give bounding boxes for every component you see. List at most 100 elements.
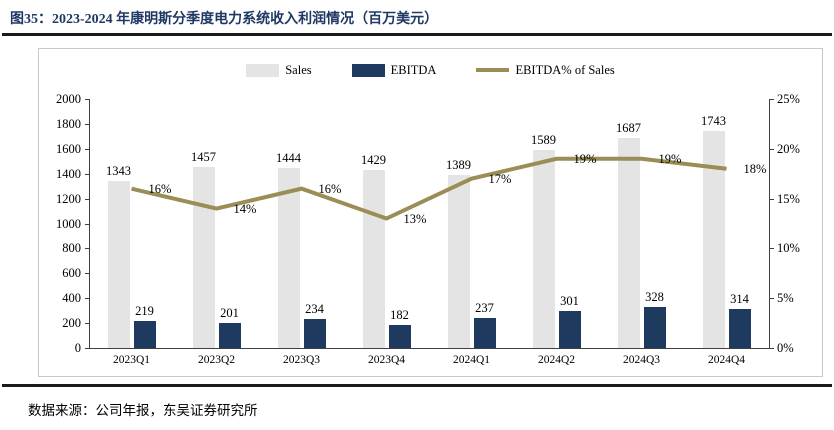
right-axis-tick <box>770 99 774 100</box>
left-axis-tick-label: 0 <box>74 341 81 355</box>
ebitda-pct-point-label: 16% <box>148 181 172 196</box>
left-axis-tick-label: 2000 <box>56 92 81 106</box>
right-axis-tick-label: 0% <box>777 341 794 355</box>
right-axis-tick <box>770 198 774 200</box>
ebitda-pct-point-label: 16% <box>318 181 342 196</box>
sales-bar <box>277 168 300 348</box>
category-label: 2023Q4 <box>367 354 406 366</box>
ebitda-pct-legend-swatch <box>476 68 510 72</box>
ebitda-value-label: 314 <box>730 291 749 306</box>
left-axis-tick-label: 1800 <box>56 116 81 131</box>
sales-bar <box>702 130 725 348</box>
ebitda-pct-point-label: 14% <box>233 201 257 216</box>
figure-bottom-rule <box>2 384 832 387</box>
right-axis-tick <box>770 248 774 250</box>
left-axis-tick-label: 400 <box>62 291 81 306</box>
ebitda-pct-point-label: 19% <box>658 151 682 166</box>
ebitda-value-label: 234 <box>305 301 324 316</box>
ebitda-value-label: 219 <box>135 303 154 318</box>
left-axis-tick <box>85 248 89 250</box>
figure-title: 图35：2023-2024 年康明斯分季度电力系统收入利润情况（百万美元） <box>10 12 439 27</box>
legend-item-ebitda-pct: EBITDA% of Sales <box>476 62 615 78</box>
right-axis-tick <box>770 298 774 300</box>
right-axis-tick-label: 20% <box>777 141 800 156</box>
ebitda-legend-swatch <box>351 63 385 77</box>
left-axis-tick <box>85 273 89 275</box>
sales-value-label: 1589 <box>531 133 556 148</box>
ebitda-bar <box>218 322 241 348</box>
category-label: 2023Q1 <box>112 354 151 366</box>
legend-item-ebitda: EBITDA <box>351 62 437 78</box>
ebitda-bar <box>643 307 666 348</box>
x-axis-line <box>89 348 770 349</box>
chart-legend: Sales EBITDA EBITDA% of Sales <box>39 61 822 79</box>
sales-bar <box>532 150 555 348</box>
left-axis-tick <box>85 223 89 225</box>
left-axis-tick-label: 1200 <box>56 191 81 206</box>
source-note: 数据来源：公司年报，东吴证券研究所 <box>28 403 258 418</box>
legend-item-sales: Sales <box>246 62 312 78</box>
sales-value-label: 1457 <box>191 149 216 164</box>
sales-bar <box>192 166 215 348</box>
left-axis-tick <box>85 123 89 125</box>
ebitda-bar <box>388 325 411 348</box>
chart-container: Sales EBITDA EBITDA% of Sales 0 200 400 600… <box>38 48 823 377</box>
right-axis-tick-label: 25% <box>777 92 800 106</box>
ebitda-pct-point-label: 17% <box>488 171 512 186</box>
right-axis-tick-label: 5% <box>777 291 794 306</box>
sales-value-label: 1389 <box>446 158 471 173</box>
category-label: 2023Q3 <box>282 354 321 366</box>
sales-bar <box>617 137 640 348</box>
ebitda-value-label: 201 <box>220 305 239 320</box>
left-axis-tick <box>85 99 89 100</box>
sales-bar <box>107 180 130 348</box>
left-axis-tick <box>85 348 89 349</box>
right-axis-line <box>769 99 770 348</box>
ebitda-bar <box>303 318 326 348</box>
left-axis-tick-label: 800 <box>62 241 81 256</box>
sales-legend-swatch <box>246 63 280 77</box>
ebitda-value-label: 182 <box>390 308 409 323</box>
ebitda-value-label: 328 <box>645 290 664 305</box>
sales-bar <box>447 175 470 348</box>
ebitda-bar <box>133 320 156 348</box>
sales-legend-label: Sales <box>285 62 312 77</box>
left-axis-tick-label: 600 <box>62 266 81 281</box>
left-axis-tick <box>85 298 89 300</box>
right-axis-tick-label: 10% <box>777 241 800 256</box>
ebitda-legend-label: EBITDA <box>390 62 437 77</box>
ebitda-pct-line <box>131 156 727 221</box>
left-axis-tick-label: 1600 <box>56 141 81 156</box>
ebitda-pct-point-label: 18% <box>743 161 767 176</box>
ebitda-bar <box>473 318 496 348</box>
plot-area: 1343 219 1457 201 1444 234 1429 182 1389 237 1589 3… <box>89 99 769 348</box>
category-label: 2024Q2 <box>537 354 576 366</box>
right-axis-tick <box>770 348 774 349</box>
right-axis-tick-label: 15% <box>777 191 800 206</box>
sales-value-label: 1687 <box>616 120 641 135</box>
ebitda-bar <box>728 308 751 348</box>
left-axis-tick <box>85 173 89 175</box>
category-label: 2024Q4 <box>707 354 746 366</box>
left-axis-tick-label: 1000 <box>56 216 81 231</box>
sales-value-label: 1343 <box>106 163 131 178</box>
left-axis-tick <box>85 323 89 325</box>
left-axis-tick <box>85 148 89 150</box>
sales-value-label: 1444 <box>276 151 301 166</box>
category-label: 2024Q1 <box>452 354 491 366</box>
sales-value-label: 1743 <box>701 113 726 128</box>
left-axis-tick-label: 1400 <box>56 166 81 181</box>
left-axis-tick <box>85 198 89 200</box>
ebitda-pct-point-label: 19% <box>573 151 597 166</box>
ebitda-bar <box>558 310 581 348</box>
ebitda-value-label: 301 <box>560 293 579 308</box>
right-axis-tick <box>770 148 774 150</box>
ebitda-pct-legend-label: EBITDA% of Sales <box>515 62 615 77</box>
left-axis-line <box>89 99 90 348</box>
title-divider-rule <box>2 33 832 36</box>
sales-value-label: 1429 <box>361 153 386 168</box>
left-axis-tick-label: 200 <box>62 316 81 331</box>
category-label: 2024Q3 <box>622 354 661 366</box>
ebitda-pct-point-label: 13% <box>403 211 427 226</box>
